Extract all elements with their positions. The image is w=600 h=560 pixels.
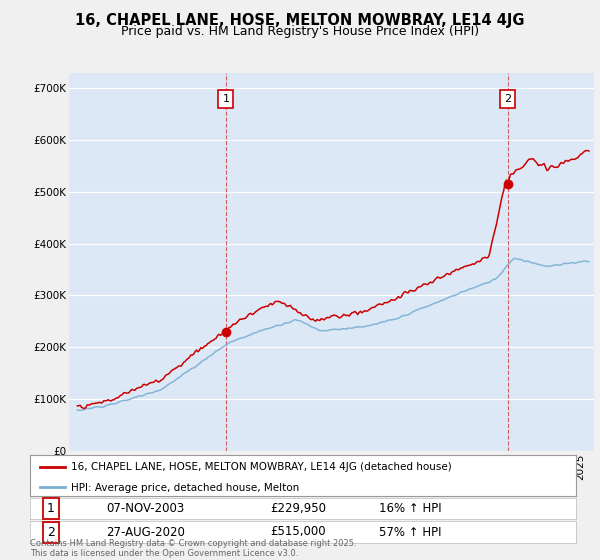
Text: 27-AUG-2020: 27-AUG-2020 bbox=[106, 525, 185, 539]
Text: 1: 1 bbox=[47, 502, 55, 515]
Text: 16, CHAPEL LANE, HOSE, MELTON MOWBRAY, LE14 4JG (detached house): 16, CHAPEL LANE, HOSE, MELTON MOWBRAY, L… bbox=[71, 463, 452, 473]
Text: Price paid vs. HM Land Registry's House Price Index (HPI): Price paid vs. HM Land Registry's House … bbox=[121, 25, 479, 38]
Text: 2: 2 bbox=[504, 94, 511, 104]
Text: 57% ↑ HPI: 57% ↑ HPI bbox=[379, 525, 442, 539]
Text: 1: 1 bbox=[223, 94, 229, 104]
Text: HPI: Average price, detached house, Melton: HPI: Average price, detached house, Melt… bbox=[71, 483, 299, 493]
Text: Contains HM Land Registry data © Crown copyright and database right 2025.
This d: Contains HM Land Registry data © Crown c… bbox=[30, 539, 356, 558]
Text: £515,000: £515,000 bbox=[270, 525, 326, 539]
Text: 16, CHAPEL LANE, HOSE, MELTON MOWBRAY, LE14 4JG: 16, CHAPEL LANE, HOSE, MELTON MOWBRAY, L… bbox=[75, 13, 525, 28]
Text: £229,950: £229,950 bbox=[270, 502, 326, 515]
Text: 16% ↑ HPI: 16% ↑ HPI bbox=[379, 502, 442, 515]
Text: 2: 2 bbox=[47, 525, 55, 539]
Text: 07-NOV-2003: 07-NOV-2003 bbox=[106, 502, 185, 515]
